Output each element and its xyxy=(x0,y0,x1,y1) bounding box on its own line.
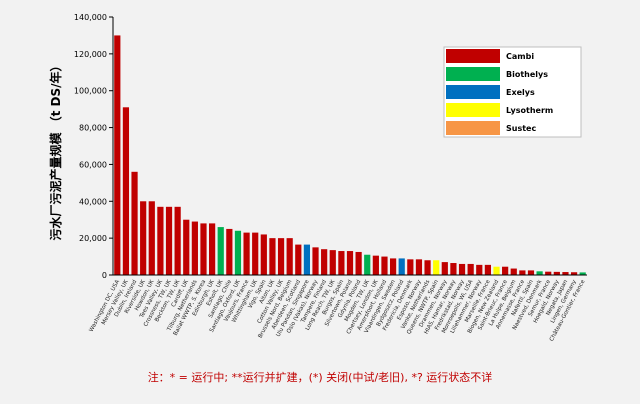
bar xyxy=(286,238,293,275)
bar xyxy=(415,259,423,275)
bar xyxy=(269,238,276,275)
bar xyxy=(148,201,155,275)
bar xyxy=(295,244,302,275)
bar xyxy=(407,259,414,275)
y-tick-label: 80,000 xyxy=(79,124,107,133)
bar xyxy=(510,268,517,275)
bar xyxy=(484,264,491,275)
legend-label: Lysotherm xyxy=(506,106,553,115)
footnote: 注：* = 运行中; **运行并扩建，(*) 关闭(中试/老旧), *? 运行状… xyxy=(147,371,493,384)
bar xyxy=(329,250,336,275)
legend-swatch xyxy=(446,103,500,117)
bar xyxy=(545,271,552,275)
bar xyxy=(398,258,405,275)
bar xyxy=(502,266,509,275)
bar xyxy=(536,271,543,275)
bar xyxy=(114,35,121,275)
bar xyxy=(579,272,586,275)
y-axis-ticks: 0 20,000 40,000 60,000 80,000 100,000 120,000 1… xyxy=(74,13,113,280)
legend-label: Cambi xyxy=(506,52,534,61)
bar xyxy=(191,221,198,275)
legend-label: Sustec xyxy=(506,124,536,133)
y-tick-label: 100,000 xyxy=(74,87,107,96)
bar xyxy=(493,266,500,275)
bar xyxy=(372,255,379,275)
y-axis-title-group: 污水厂污泥产量规模 （t DS/年） xyxy=(48,59,63,240)
bar xyxy=(562,272,569,275)
bar xyxy=(389,258,397,275)
legend-label: Biothelys xyxy=(506,70,548,79)
bar xyxy=(303,244,311,275)
bar xyxy=(519,270,526,275)
y-tick-label: 20,000 xyxy=(79,234,107,243)
legend-label: Exelys xyxy=(506,88,535,97)
bar xyxy=(527,270,535,275)
bar xyxy=(467,263,474,275)
y-axis-title: 污水厂污泥产量规模 （t DS/年） xyxy=(48,59,63,240)
bar xyxy=(174,206,181,275)
bar xyxy=(217,227,224,275)
y-tick-label: 120,000 xyxy=(74,50,107,59)
bar xyxy=(424,260,431,275)
bar xyxy=(441,262,448,275)
bar xyxy=(346,251,354,275)
bar xyxy=(458,263,466,275)
bar xyxy=(165,206,173,275)
bar xyxy=(243,232,250,275)
bar xyxy=(355,251,362,275)
legend-swatch xyxy=(446,121,500,135)
bar xyxy=(200,223,207,275)
bar xyxy=(226,228,233,275)
bar xyxy=(122,107,130,275)
y-tick-label: 60,000 xyxy=(79,160,107,169)
bar xyxy=(476,264,483,275)
bar xyxy=(321,249,328,275)
legend-swatch xyxy=(446,67,500,81)
bar xyxy=(183,219,190,275)
legend: Cambi Biothelys Exelys Lysotherm Sustec xyxy=(443,46,582,138)
bar xyxy=(553,271,560,275)
bar xyxy=(312,247,319,275)
bar xyxy=(260,234,267,275)
bar xyxy=(570,272,578,275)
legend-swatch xyxy=(446,85,500,99)
y-tick-label: 40,000 xyxy=(79,197,107,206)
bar xyxy=(364,254,371,275)
bar xyxy=(140,201,147,275)
bar xyxy=(338,251,345,275)
bars-group xyxy=(114,35,586,275)
bar xyxy=(252,232,259,275)
bar xyxy=(209,223,216,275)
bar xyxy=(381,256,388,275)
bar xyxy=(157,206,164,275)
y-tick-label: 140,000 xyxy=(74,13,107,22)
bar xyxy=(234,230,242,275)
bar xyxy=(131,171,138,275)
bar xyxy=(277,238,285,275)
bar xyxy=(450,263,457,275)
bar xyxy=(433,260,440,275)
legend-swatch xyxy=(446,49,500,63)
y-tick-label: 0 xyxy=(102,271,107,280)
